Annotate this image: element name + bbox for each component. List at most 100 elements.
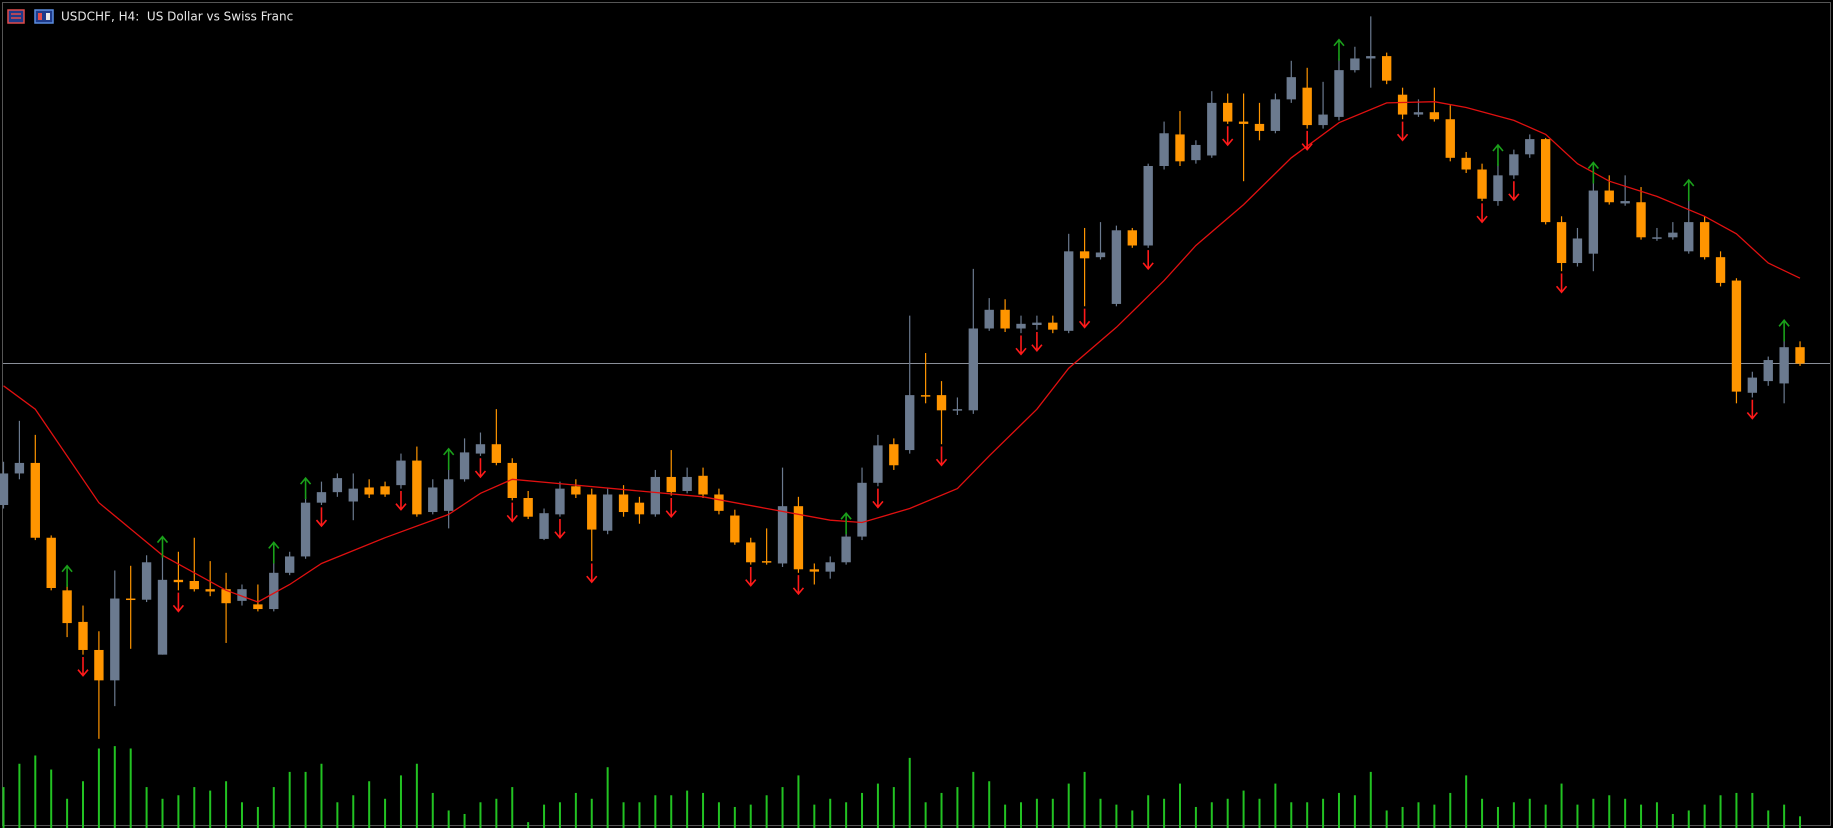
signal-up	[1492, 143, 1504, 166]
candle-body	[173, 579, 184, 583]
candle-body	[777, 506, 788, 564]
candle-body	[968, 328, 978, 411]
icons	[7, 9, 54, 24]
candle-body	[618, 494, 629, 513]
candle-body	[62, 590, 72, 624]
candle-body	[602, 494, 613, 531]
candle-body	[1779, 347, 1789, 384]
candle-body	[46, 537, 56, 589]
candle-body	[825, 562, 835, 572]
candle-body	[1715, 257, 1726, 283]
candle-body	[1397, 94, 1408, 115]
candle-body	[698, 475, 708, 495]
candle-body	[300, 502, 311, 557]
signal-down	[792, 575, 805, 596]
candle-body	[1207, 102, 1217, 156]
candle-body	[380, 486, 390, 495]
candle-body	[1795, 347, 1805, 364]
signal-up	[1587, 161, 1599, 184]
candle-body	[1191, 144, 1201, 161]
signal-down	[935, 446, 948, 467]
icon-indicators[interactable]	[34, 9, 54, 24]
signal-up	[156, 535, 169, 558]
signal-down	[1142, 250, 1154, 271]
candle-body	[746, 542, 756, 563]
candle-body	[571, 486, 581, 495]
candle-body	[1556, 222, 1567, 264]
candle-body	[141, 562, 152, 600]
candle-body	[1540, 139, 1551, 223]
candle-body	[1286, 77, 1296, 100]
candle-body	[761, 561, 772, 563]
candle-body	[475, 444, 486, 454]
icon-menu[interactable]	[7, 9, 25, 24]
signal-down	[745, 566, 757, 587]
signal-up	[61, 564, 73, 587]
candle-body	[1048, 322, 1058, 330]
candle-body	[1477, 169, 1487, 199]
candle-body	[714, 494, 724, 511]
signal-down	[1031, 331, 1043, 352]
candle-body	[94, 649, 104, 681]
candle-body	[920, 395, 931, 397]
candle-body	[1159, 133, 1169, 166]
candle-body	[1381, 56, 1392, 81]
candle-body	[1095, 252, 1106, 258]
candle-body	[1143, 165, 1153, 246]
signal-down	[1508, 181, 1520, 202]
candle-body	[1461, 157, 1471, 170]
candle-body	[857, 482, 867, 537]
candle-body	[412, 460, 422, 515]
candle-body	[1127, 230, 1137, 246]
candle-body	[332, 478, 343, 493]
candle-body	[841, 536, 851, 563]
candle-body	[189, 580, 199, 590]
signal-down	[172, 592, 185, 613]
candle-body	[0, 473, 9, 506]
candle-body	[1509, 154, 1519, 176]
candle-body	[634, 502, 645, 515]
candle-body	[1493, 175, 1503, 202]
candle-body	[1572, 238, 1583, 264]
candle-body	[1175, 134, 1185, 162]
candle-body	[1731, 280, 1742, 392]
signal-up	[268, 541, 280, 564]
candle-body	[539, 513, 549, 539]
signal-down	[1396, 121, 1409, 142]
candle-body	[984, 309, 994, 329]
signal-up	[1333, 38, 1345, 61]
candle-body	[523, 497, 533, 517]
signal-down	[1555, 273, 1568, 294]
signal-down	[474, 458, 487, 479]
signal-down	[1015, 335, 1027, 356]
candle-body	[1636, 202, 1646, 238]
candle-body	[443, 479, 454, 511]
candle-body	[1254, 123, 1265, 131]
candle-body	[396, 460, 406, 486]
candle-body	[1223, 102, 1233, 122]
candle-body	[889, 444, 899, 466]
candle-body	[1366, 56, 1376, 59]
signal-down	[554, 519, 566, 539]
signal-up	[299, 476, 312, 500]
candle-body	[730, 515, 740, 543]
candle-body	[348, 488, 358, 502]
candle-body	[1588, 190, 1599, 254]
candle-body	[1016, 323, 1026, 329]
candle-body	[221, 589, 231, 604]
candle-body	[1000, 309, 1010, 329]
candle-body	[936, 395, 947, 411]
candle-body	[1684, 222, 1694, 252]
candle-body	[1620, 201, 1630, 204]
moving-average	[3, 101, 1801, 603]
signal-up	[840, 511, 852, 535]
candle-body	[555, 488, 565, 515]
candle-body	[1652, 237, 1662, 239]
candle-body	[905, 395, 915, 451]
candle-body	[459, 452, 470, 480]
candle-body	[269, 572, 279, 610]
candle-body	[253, 604, 263, 610]
candle-body	[1604, 190, 1614, 203]
